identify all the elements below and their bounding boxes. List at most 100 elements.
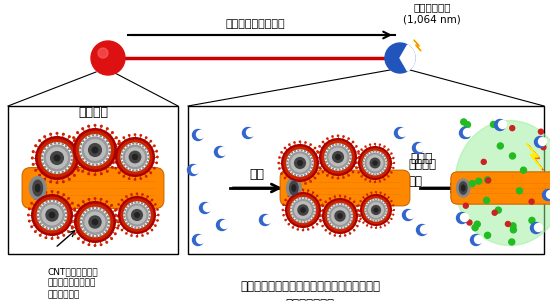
Circle shape — [369, 180, 371, 183]
Circle shape — [372, 150, 375, 153]
Circle shape — [312, 226, 315, 229]
Circle shape — [284, 199, 287, 201]
Circle shape — [62, 222, 64, 225]
Circle shape — [82, 140, 85, 142]
Circle shape — [34, 169, 37, 172]
Circle shape — [88, 143, 102, 157]
Circle shape — [56, 181, 58, 184]
Circle shape — [416, 225, 427, 235]
Circle shape — [110, 237, 113, 240]
Circle shape — [331, 135, 334, 138]
Circle shape — [91, 147, 98, 154]
Circle shape — [385, 205, 387, 207]
Circle shape — [76, 166, 79, 169]
Circle shape — [383, 155, 385, 157]
Circle shape — [350, 157, 352, 160]
Circle shape — [326, 137, 329, 140]
Circle shape — [123, 147, 125, 150]
Circle shape — [39, 193, 42, 196]
Circle shape — [139, 177, 142, 180]
Circle shape — [72, 161, 75, 164]
Circle shape — [277, 162, 280, 164]
Circle shape — [114, 232, 117, 235]
Circle shape — [124, 219, 126, 221]
Circle shape — [322, 209, 324, 211]
Circle shape — [103, 160, 106, 163]
Circle shape — [351, 213, 353, 216]
Circle shape — [374, 143, 376, 145]
Circle shape — [292, 191, 294, 194]
Circle shape — [88, 163, 91, 165]
Circle shape — [65, 169, 68, 171]
Circle shape — [72, 136, 75, 139]
Circle shape — [105, 200, 108, 203]
Circle shape — [96, 134, 98, 136]
Circle shape — [96, 206, 98, 209]
Circle shape — [319, 209, 322, 212]
Circle shape — [293, 141, 296, 144]
Circle shape — [157, 214, 160, 216]
Circle shape — [147, 154, 150, 157]
Circle shape — [300, 221, 302, 223]
Circle shape — [120, 154, 123, 157]
Circle shape — [474, 221, 480, 227]
Circle shape — [73, 139, 76, 142]
Circle shape — [94, 124, 97, 127]
Circle shape — [64, 219, 67, 222]
Circle shape — [344, 195, 346, 198]
Circle shape — [364, 166, 365, 169]
Circle shape — [366, 202, 368, 204]
Circle shape — [326, 145, 350, 169]
Circle shape — [94, 244, 96, 247]
Circle shape — [327, 213, 329, 216]
Circle shape — [356, 205, 359, 207]
Circle shape — [117, 224, 120, 227]
Circle shape — [464, 132, 470, 138]
Circle shape — [385, 43, 415, 73]
Circle shape — [114, 214, 117, 216]
Circle shape — [146, 161, 148, 163]
Text: 目的位置まで正確に分子を運び、降車させ、
酵素反応を誘発: 目的位置まで正確に分子を運び、降車させ、 酵素反応を誘発 — [240, 280, 380, 301]
Circle shape — [79, 163, 82, 166]
Circle shape — [69, 151, 72, 154]
Circle shape — [145, 164, 147, 166]
Circle shape — [84, 139, 106, 161]
Circle shape — [324, 200, 327, 203]
Circle shape — [326, 202, 354, 230]
Circle shape — [37, 139, 76, 177]
Circle shape — [115, 208, 118, 211]
Circle shape — [87, 125, 90, 128]
Circle shape — [57, 236, 59, 239]
Circle shape — [327, 164, 329, 166]
Circle shape — [115, 161, 118, 164]
Circle shape — [73, 232, 76, 235]
Circle shape — [82, 229, 85, 232]
Circle shape — [40, 222, 42, 225]
Circle shape — [118, 196, 156, 234]
Circle shape — [379, 191, 382, 194]
Circle shape — [82, 241, 85, 244]
Circle shape — [150, 140, 152, 143]
Circle shape — [106, 127, 109, 130]
Circle shape — [362, 160, 365, 163]
Circle shape — [316, 194, 318, 197]
Circle shape — [294, 201, 312, 219]
Circle shape — [383, 169, 385, 171]
Circle shape — [85, 160, 87, 163]
Circle shape — [339, 143, 341, 145]
Circle shape — [108, 150, 111, 153]
Polygon shape — [528, 145, 543, 170]
Circle shape — [96, 163, 98, 166]
Circle shape — [355, 145, 358, 148]
Circle shape — [486, 178, 491, 183]
Circle shape — [326, 174, 329, 177]
Circle shape — [196, 131, 205, 138]
Circle shape — [309, 199, 311, 201]
Circle shape — [204, 203, 212, 212]
Circle shape — [371, 199, 373, 201]
Circle shape — [319, 219, 322, 221]
Circle shape — [328, 220, 330, 222]
Circle shape — [121, 150, 124, 153]
Circle shape — [290, 197, 316, 223]
Circle shape — [333, 195, 336, 198]
